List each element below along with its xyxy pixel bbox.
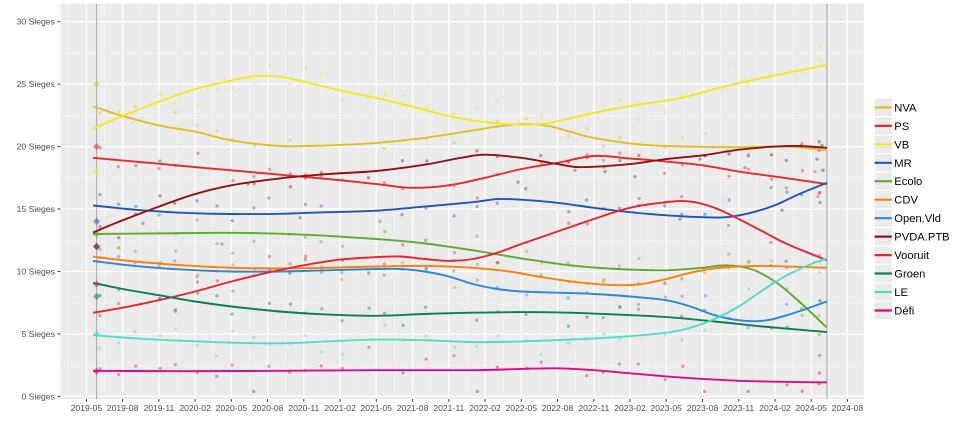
svg-text:2023-11: 2023-11	[723, 403, 754, 413]
svg-text:15 Sieges: 15 Sieges	[17, 204, 55, 214]
svg-text:2019-11: 2019-11	[143, 403, 174, 413]
svg-text:MR: MR	[894, 158, 911, 170]
svg-text:PS: PS	[894, 121, 909, 133]
svg-text:2020-08: 2020-08	[252, 403, 284, 413]
svg-text:VB: VB	[894, 139, 909, 151]
svg-text:2020-02: 2020-02	[179, 403, 211, 413]
svg-text:Vooruit: Vooruit	[894, 250, 930, 262]
svg-text:2024-02: 2024-02	[759, 403, 791, 413]
svg-text:2022-08: 2022-08	[542, 403, 574, 413]
svg-text:Défi: Défi	[894, 306, 914, 318]
svg-text:2024-08: 2024-08	[832, 403, 864, 413]
svg-text:30 Sieges: 30 Sieges	[17, 17, 55, 27]
svg-text:Open.Vld: Open.Vld	[894, 213, 941, 225]
svg-text:NVA: NVA	[894, 102, 917, 114]
svg-text:2021-02: 2021-02	[324, 403, 356, 413]
svg-text:25 Sieges: 25 Sieges	[17, 79, 55, 89]
svg-text:2019-05: 2019-05	[71, 403, 103, 413]
svg-text:Groen: Groen	[894, 269, 925, 281]
svg-text:5 Sieges: 5 Sieges	[21, 329, 54, 339]
svg-text:CDV: CDV	[894, 195, 918, 207]
svg-text:2022-05: 2022-05	[506, 403, 538, 413]
svg-text:2024-05: 2024-05	[795, 403, 827, 413]
svg-text:2021-08: 2021-08	[397, 403, 429, 413]
svg-text:2023-05: 2023-05	[650, 403, 682, 413]
svg-text:2020-11: 2020-11	[288, 403, 319, 413]
svg-text:2022-11: 2022-11	[578, 403, 609, 413]
svg-text:2021-11: 2021-11	[433, 403, 464, 413]
svg-text:2023-02: 2023-02	[614, 403, 646, 413]
svg-text:LE: LE	[894, 287, 908, 299]
svg-text:0 Sieges: 0 Sieges	[21, 391, 54, 401]
svg-text:2022-02: 2022-02	[469, 403, 501, 413]
svg-text:2023-08: 2023-08	[687, 403, 719, 413]
svg-text:Ecolo: Ecolo	[894, 176, 922, 188]
svg-text:PVDA.PTB: PVDA.PTB	[894, 232, 949, 244]
svg-text:2019-08: 2019-08	[107, 403, 139, 413]
svg-text:2021-05: 2021-05	[361, 403, 393, 413]
svg-text:20 Sieges: 20 Sieges	[17, 142, 55, 152]
svg-text:10 Sieges: 10 Sieges	[17, 267, 55, 277]
svg-text:2020-05: 2020-05	[216, 403, 248, 413]
